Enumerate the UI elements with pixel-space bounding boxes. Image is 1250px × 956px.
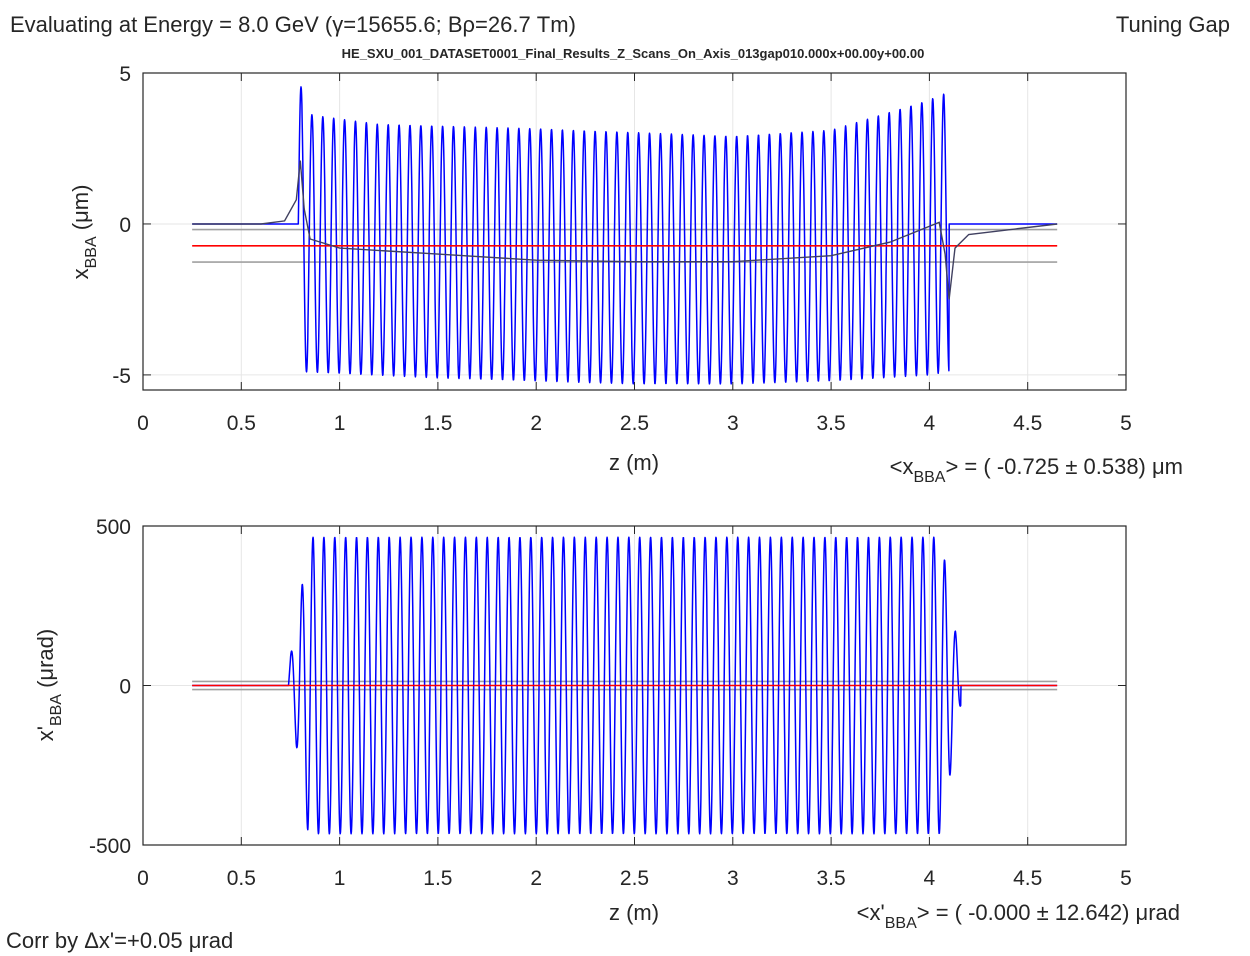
x-tick-label: 2.5 [620,412,649,435]
tick-marks [142,525,1127,846]
x-tick-label: 2 [530,867,542,890]
x-tick-label: 0.5 [227,867,256,890]
y-tick-label: -500 [89,835,131,858]
energy-title: Evaluating at Energy = 8.0 GeV (γ=15655.… [10,12,576,37]
mean-stat: <x'BBA> = ( -0.000 ± 12.642) μrad [857,900,1180,932]
stat-suffix: > = ( -0.000 ± 12.642) μrad [917,900,1180,925]
trajectory-oscillation [191,86,1058,385]
x-tick-label: 1.5 [423,412,452,435]
x-tick-labels: 0 0.5 1 1.5 2 2.5 3 3.5 4 4.5 5 [137,867,1132,890]
x-tick-label: 3.5 [816,412,845,435]
series-layer [191,536,1058,835]
x-tick-label: 5 [1120,412,1132,435]
x-tick-label: 5 [1120,867,1132,890]
y-label-unit: (μrad) [33,629,58,694]
x-axis-label: z (m) [609,900,659,925]
x-tick-labels: 0 0.5 1 1.5 2 2.5 3 3.5 4 4.5 5 [137,412,1132,435]
x-tick-label: 0 [137,412,149,435]
x-tick-label: 4 [924,867,936,890]
y-tick-labels: -500 0 500 [89,516,131,858]
x-tick-label: 4 [924,412,936,435]
x-tick-label: 4.5 [1013,867,1042,890]
y-tick-label: 0 [119,214,131,237]
y-axis-label: x'BBA (μrad) [33,629,65,741]
stat-suffix: > = ( -0.725 ± 0.538) μm [945,454,1183,479]
dataset-subtitle: HE_SXU_001_DATASET0001_Final_Results_Z_S… [342,46,925,61]
y-tick-label: 0 [119,676,131,699]
y-tick-label: -5 [112,365,131,388]
y-tick-label: 5 [119,63,131,86]
x-tick-label: 1 [334,867,346,890]
x-tick-label: 1 [334,412,346,435]
y-tick-label: 500 [96,516,131,539]
x-bba-panel: 0 0.5 1 1.5 2 2.5 3 3.5 4 4.5 5 -505 z (m) xBBA (μ… [68,63,1183,486]
correction-note: Corr by Δx'=+0.05 μrad [6,928,233,953]
y-label-base: x [68,268,93,279]
x-tick-label: 3 [727,412,739,435]
y-label-base: x' [33,726,58,741]
series-layer [191,86,1058,385]
tick-marks [142,72,1127,390]
x-tick-label: 4.5 [1013,412,1042,435]
mean-stat: <xBBA> = ( -0.725 ± 0.538) μm [890,454,1183,486]
trajectory-oscillation [191,536,1058,835]
x-tick-label: 3.5 [816,867,845,890]
x-tick-label: 0 [137,867,149,890]
y-label-sub: BBA [48,694,65,726]
x-tick-label: 0.5 [227,412,256,435]
x-tick-label: 2 [530,412,542,435]
stat-sub: BBA [913,469,945,486]
stat-sub: BBA [885,915,917,932]
trajectory-average-curve [192,160,1058,300]
y-tick-labels: -5 0 5 [112,63,131,388]
y-label-unit: (μm) [68,185,93,237]
y-label-sub: BBA [83,236,100,268]
stat-prefix: <x' [857,900,885,925]
y-axis-label: xBBA (μm) [68,185,100,280]
x-tick-label: 2.5 [620,867,649,890]
stat-prefix: <x [890,454,914,479]
x-axis-label: z (m) [609,450,659,475]
mode-label: Tuning Gap [1116,12,1230,37]
x-tick-label: 3 [727,867,739,890]
x-tick-label: 1.5 [423,867,452,890]
